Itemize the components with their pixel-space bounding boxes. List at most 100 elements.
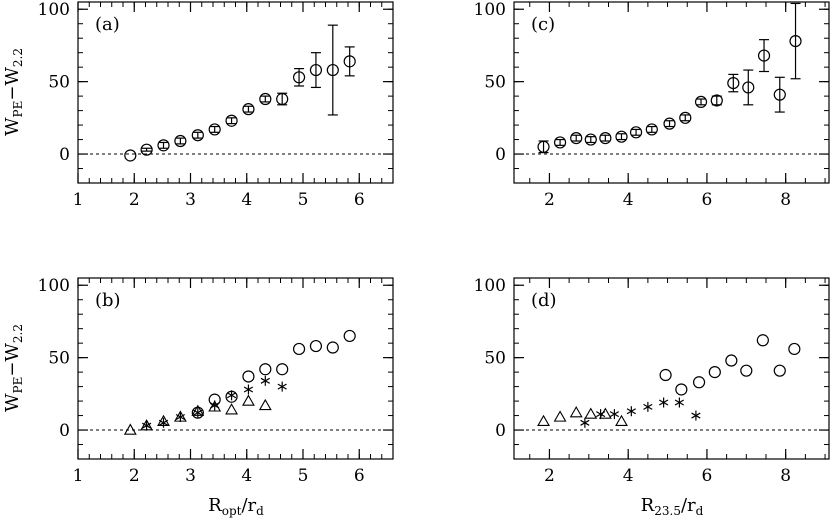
panel-a: 1 2 3 4 5 6 0 50 100 (a)	[38, 0, 394, 210]
x-tick-label: 4	[241, 466, 252, 486]
plot-frame	[513, 277, 830, 460]
data-point-circle	[663, 117, 676, 130]
x-tick-label: 6	[354, 190, 365, 210]
x-tick-label: 6	[702, 466, 713, 486]
data-point-circle	[259, 92, 272, 106]
star-stroke	[643, 403, 653, 410]
x-tick-label: 1	[73, 466, 84, 486]
data-point-circle	[629, 126, 643, 139]
data-point-circle	[584, 133, 597, 146]
x-tick-label: 3	[185, 190, 196, 210]
x-tick-label: 5	[298, 466, 309, 486]
data-point-circle	[292, 342, 306, 356]
y-tick-label: 100	[38, 276, 70, 296]
data-point-triangle	[123, 423, 137, 435]
star-stroke	[260, 377, 270, 384]
data-point-circle	[692, 376, 706, 389]
data-point-circle	[174, 134, 187, 148]
panel-d: 2 4 6 8 0 50 100 (d)	[474, 276, 830, 486]
panel-label: (a)	[95, 14, 120, 35]
data-point-circle	[225, 114, 238, 127]
data-point-triangle	[569, 406, 583, 418]
star-stroke	[609, 411, 620, 418]
data-point-star	[226, 390, 237, 401]
x-tick-label: 2	[544, 190, 555, 210]
data-point-circle	[679, 111, 692, 124]
data-point-triangle	[225, 403, 239, 415]
xlabel-right: R23.5/rd	[641, 495, 704, 518]
data-point-triangle	[598, 407, 612, 419]
x-tick-label: 2	[129, 190, 140, 210]
ylabel-bottom: WPE−W2.2	[2, 324, 25, 412]
data-point-triangle	[157, 414, 170, 427]
star-stroke	[175, 413, 186, 421]
y-tick-label: 50	[484, 73, 506, 93]
data-point-star	[243, 384, 254, 395]
data-point-circle	[191, 129, 204, 142]
xlabel-left: Ropt/rd	[208, 495, 264, 518]
data-point-circle	[615, 130, 628, 143]
data-point-circle	[740, 364, 753, 377]
data-point-triangle	[208, 400, 222, 412]
x-tick-label: 4	[623, 466, 634, 486]
data-point-star	[277, 381, 287, 392]
data-point-circle	[191, 406, 204, 419]
data-point-circle	[276, 363, 289, 376]
data-point-triangle	[615, 414, 628, 427]
x-tick-label: 2	[544, 466, 555, 486]
star-stroke	[141, 422, 152, 429]
data-point-star	[158, 417, 169, 428]
y-tick-label: 100	[38, 0, 70, 20]
ylabel-top: WPE−W2.2	[2, 48, 25, 136]
x-tick-label: 8	[780, 466, 791, 486]
y-tick-label: 50	[484, 349, 506, 369]
data-point-circle	[773, 88, 786, 101]
data-point-circle	[276, 92, 289, 106]
y-tick-label: 0	[495, 145, 506, 165]
data-point-circle	[757, 49, 771, 62]
star-stroke	[277, 383, 287, 390]
y-tick-label: 100	[474, 276, 506, 296]
data-point-star	[175, 412, 186, 423]
plot-frame	[513, 1, 830, 184]
x-tick-label: 2	[129, 466, 140, 486]
data-point-circle	[259, 363, 272, 376]
x-tick-label: 4	[623, 190, 634, 210]
x-tick-label: 8	[780, 190, 791, 210]
star-stroke	[243, 386, 254, 393]
y-tick-label: 50	[48, 349, 70, 369]
data-point-circle	[710, 94, 723, 107]
data-point-circle	[292, 71, 306, 84]
data-point-circle	[570, 132, 583, 145]
data-point-circle	[242, 370, 255, 383]
data-point-star	[260, 375, 270, 386]
data-point-circle	[659, 368, 672, 382]
data-point-circle	[326, 63, 339, 77]
data-point-triangle	[140, 419, 154, 431]
data-point-circle	[773, 364, 786, 377]
y-tick-label: 0	[59, 421, 70, 441]
star-stroke	[674, 399, 685, 406]
x-tick-label: 4	[241, 190, 252, 210]
data-point-star	[141, 420, 152, 431]
data-point-star	[674, 397, 685, 408]
data-point-triangle	[537, 414, 550, 427]
panel-label: (c)	[531, 14, 555, 35]
data-point-triangle	[191, 404, 205, 416]
data-point-star	[658, 397, 669, 408]
star-stroke	[658, 399, 669, 406]
data-point-circle	[645, 123, 658, 136]
data-point-star	[580, 417, 590, 428]
data-point-circle	[343, 329, 356, 343]
data-point-circle	[553, 136, 567, 149]
data-point-triangle	[584, 407, 598, 419]
data-point-triangle	[173, 410, 187, 422]
x-tick-label: 5	[298, 190, 309, 210]
data-point-star	[643, 401, 653, 412]
data-point-circle	[742, 81, 755, 94]
data-point-triangle	[553, 410, 567, 422]
star-stroke	[580, 419, 590, 426]
star-stroke	[226, 392, 237, 399]
panel-b: 1 2 3 4 5 6 0 50 100 (b)	[38, 276, 394, 486]
data-point-circle	[208, 123, 221, 136]
